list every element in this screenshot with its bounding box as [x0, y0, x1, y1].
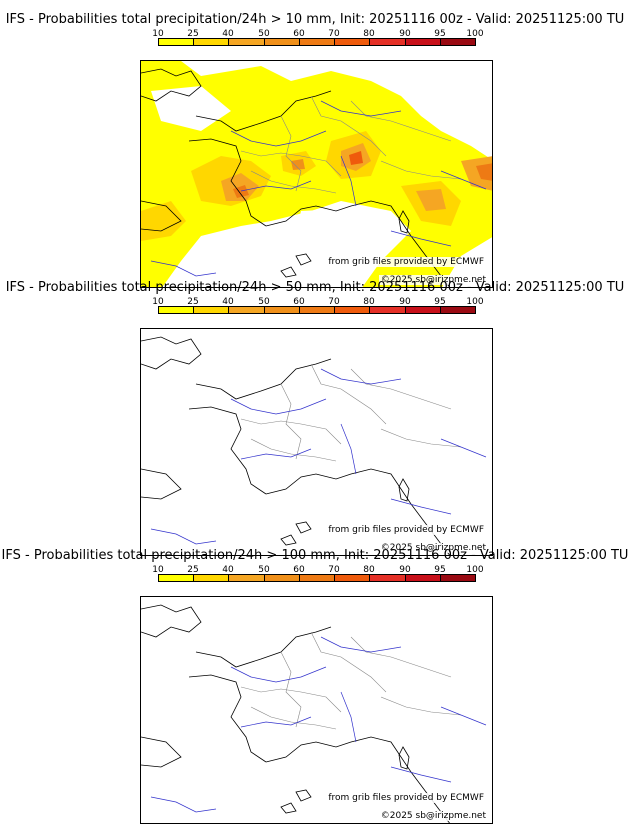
coastline [141, 336, 450, 555]
map-frame: from grib files provided by ECMWF ©2025 … [140, 596, 493, 824]
colorbar-tick: 50 [258, 565, 270, 575]
colorbar-swatch [194, 575, 230, 581]
rivers [150, 368, 487, 545]
colorbar-tick: 90 [399, 565, 411, 575]
admin-borders [240, 631, 462, 730]
map-frame: from grib files provided by ECMWF ©2025 … [140, 328, 493, 556]
colorbar-swatch [370, 575, 406, 581]
colorbar-swatch [405, 39, 441, 45]
colorbar-swatch [440, 575, 475, 581]
colorbar-swatch [159, 307, 195, 313]
colorbar-swatch [159, 39, 195, 45]
data-credit: from grib files provided by ECMWF [326, 525, 486, 535]
colorbar-tick: 10 [152, 297, 164, 307]
colorbar-swatch [229, 307, 265, 313]
colorbar-tick: 60 [293, 565, 305, 575]
map-svg [141, 336, 487, 555]
colorbar-swatch [194, 39, 230, 45]
colorbar [158, 306, 476, 314]
colorbar-swatch [440, 39, 475, 45]
colorbar-swatch [299, 307, 336, 313]
data-credit: from grib files provided by ECMWF [326, 793, 486, 803]
colorbar-tick: 95 [434, 29, 446, 39]
panel-title: IFS - Probabilities total precipitation/… [5, 280, 625, 295]
colorbar-tick: 40 [222, 565, 234, 575]
colorbar-tick: 10 [152, 565, 164, 575]
colorbar-swatch [370, 39, 406, 45]
colorbar-tick: 90 [399, 297, 411, 307]
colorbar-tick: 90 [399, 29, 411, 39]
colorbar-swatch [440, 307, 475, 313]
rivers [150, 100, 487, 277]
copyright-notice: ©2025 sb@irizpme.net [378, 275, 488, 285]
colorbar-swatch [335, 39, 371, 45]
colorbar-tick: 70 [328, 565, 340, 575]
colorbar-swatch [264, 575, 300, 581]
colorbar-tick: 25 [187, 297, 199, 307]
colorbar-tick: 70 [328, 29, 340, 39]
colorbar-swatch [229, 39, 265, 45]
colorbar [158, 38, 476, 46]
data-credit: from grib files provided by ECMWF [326, 257, 486, 267]
colorbar-tick: 95 [434, 297, 446, 307]
copyright-notice: ©2025 sb@irizpme.net [378, 811, 488, 821]
forecast-panel-50mm: IFS - Probabilities total precipitation/… [0, 280, 630, 556]
colorbar-swatch [194, 307, 230, 313]
colorbar-ticks: 10 25 40 50 60 70 80 90 95 100 [0, 565, 630, 575]
colorbar-swatch [229, 575, 265, 581]
colorbar-tick: 100 [466, 565, 484, 575]
colorbar-swatch [335, 575, 371, 581]
coastline [141, 604, 450, 823]
panel-title: IFS - Probabilities total precipitation/… [5, 12, 625, 27]
colorbar-swatch [299, 575, 336, 581]
map-svg [141, 61, 492, 287]
colorbar-swatch [264, 307, 300, 313]
colorbar-swatch [159, 575, 195, 581]
precipitation-probability-field [141, 61, 492, 287]
admin-borders [240, 95, 462, 194]
forecast-panel-10mm: IFS - Probabilities total precipitation/… [0, 12, 630, 288]
colorbar-tick: 40 [222, 297, 234, 307]
colorbar-tick: 40 [222, 29, 234, 39]
colorbar-tick: 25 [187, 565, 199, 575]
colorbar-tick: 100 [466, 29, 484, 39]
colorbar-ticks: 10 25 40 50 60 70 80 90 95 100 [0, 297, 630, 307]
panel-title: IFS - Probabilities total precipitation/… [1, 548, 629, 563]
map-frame: from grib files provided by ECMWF ©2025 … [140, 60, 493, 288]
colorbar-swatch [264, 39, 300, 45]
colorbar-swatch [405, 575, 441, 581]
colorbar-tick: 25 [187, 29, 199, 39]
copyright-notice: ©2025 sb@irizpme.net [378, 543, 488, 553]
colorbar-ticks: 10 25 40 50 60 70 80 90 95 100 [0, 29, 630, 39]
colorbar-tick: 95 [434, 565, 446, 575]
colorbar-tick: 70 [328, 297, 340, 307]
colorbar-tick: 80 [363, 565, 375, 575]
colorbar-swatch [370, 307, 406, 313]
colorbar-tick: 60 [293, 29, 305, 39]
colorbar-tick: 80 [363, 29, 375, 39]
colorbar-tick: 50 [258, 297, 270, 307]
colorbar-tick: 80 [363, 297, 375, 307]
colorbar-tick: 50 [258, 29, 270, 39]
colorbar [158, 574, 476, 582]
rivers [150, 636, 487, 813]
map-svg [141, 604, 487, 823]
forecast-panel-100mm: IFS - Probabilities total precipitation/… [0, 548, 630, 824]
colorbar-swatch [299, 39, 336, 45]
colorbar-tick: 100 [466, 297, 484, 307]
colorbar-tick: 60 [293, 297, 305, 307]
colorbar-tick: 10 [152, 29, 164, 39]
colorbar-swatch [335, 307, 371, 313]
admin-borders [240, 363, 462, 462]
colorbar-swatch [405, 307, 441, 313]
coastline [141, 68, 450, 287]
